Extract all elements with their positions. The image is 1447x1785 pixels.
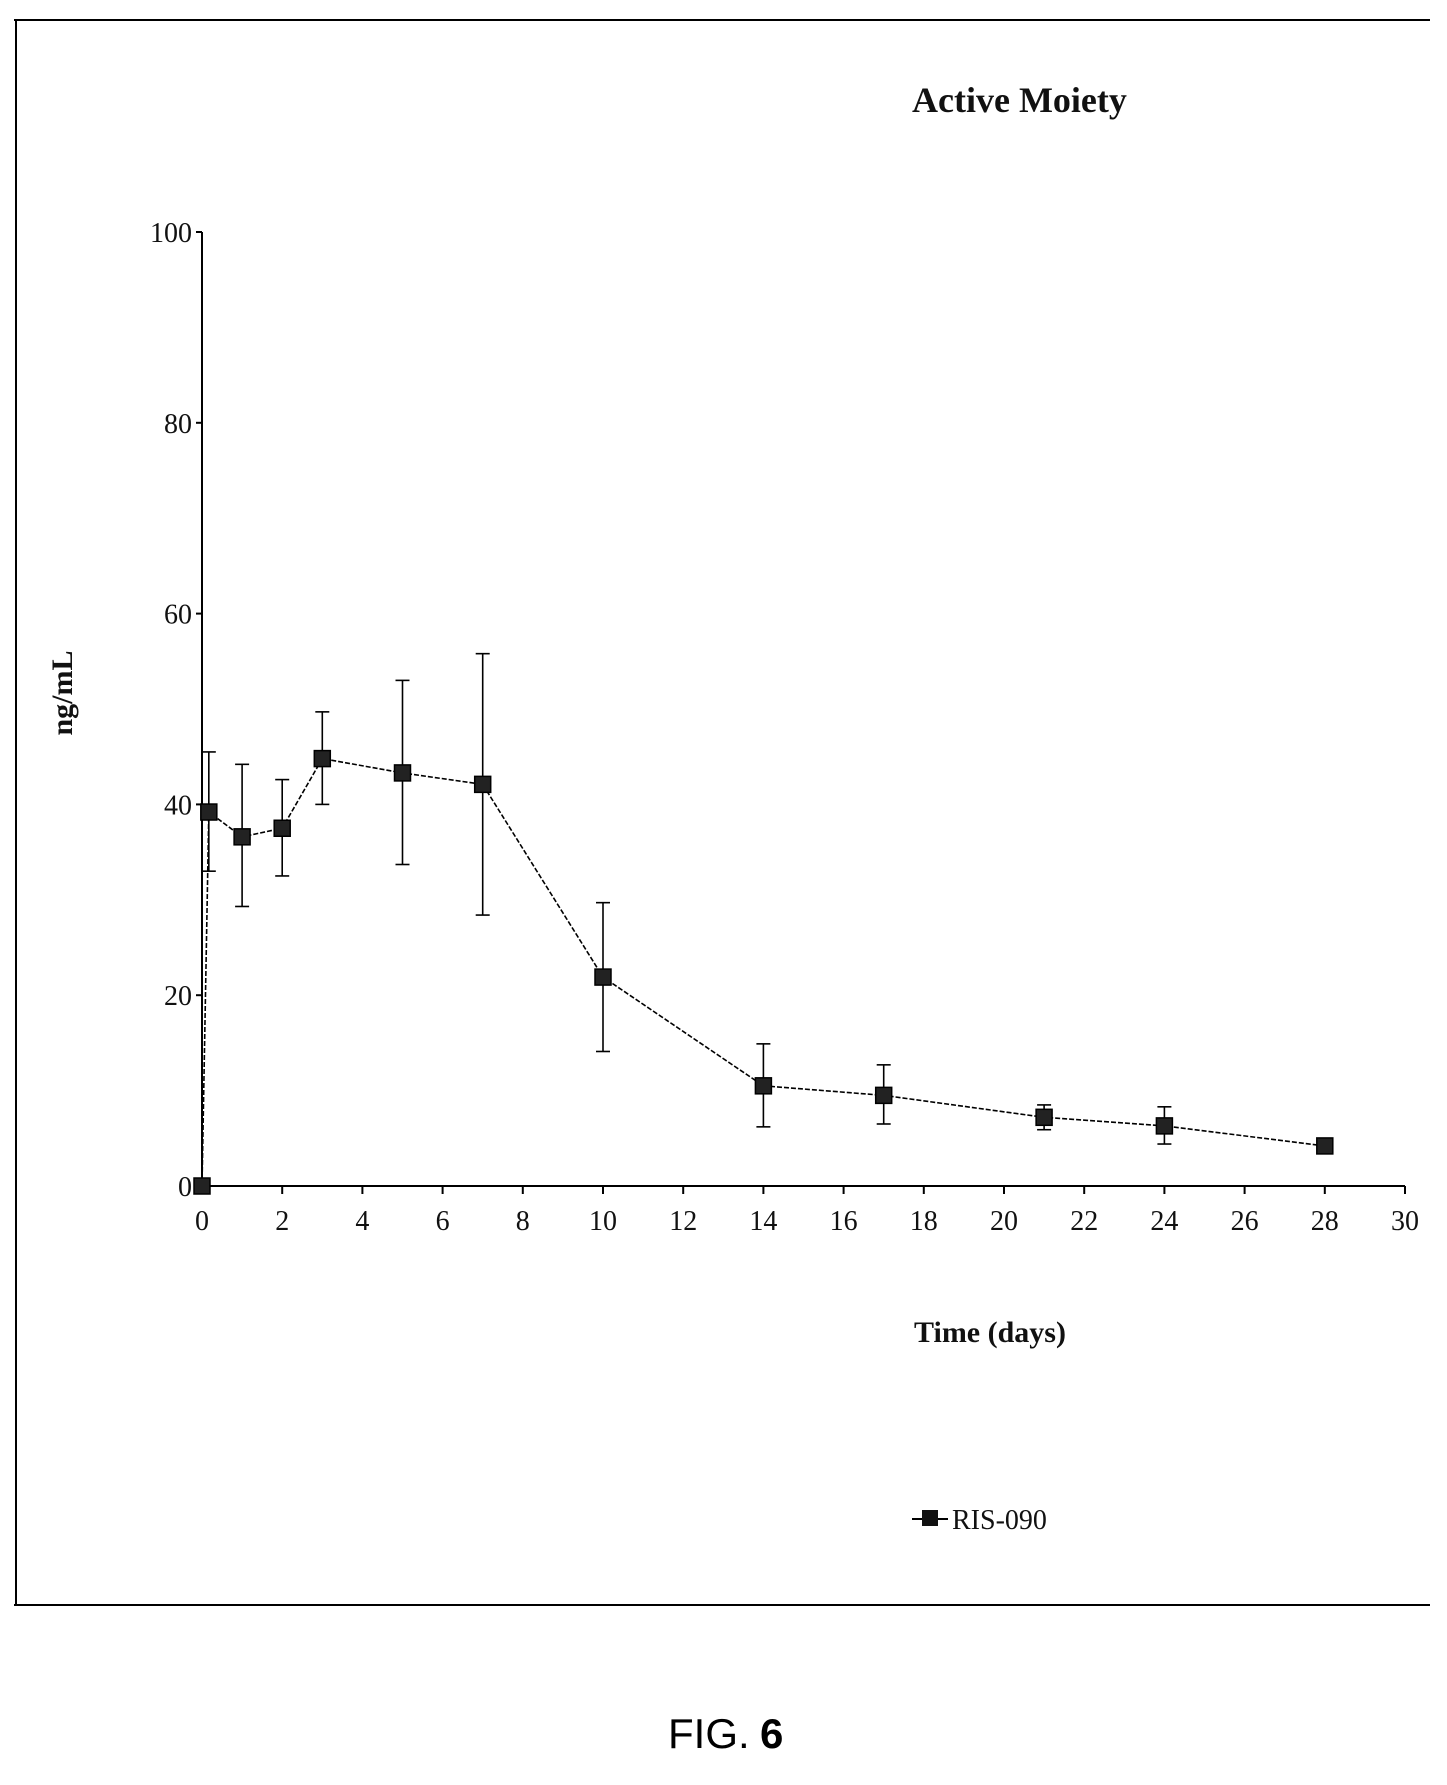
x-tick-label: 18 (910, 1206, 938, 1237)
y-tick-label: 40 (164, 790, 192, 821)
x-tick-label: 16 (830, 1206, 858, 1237)
x-tick-label: 8 (516, 1206, 530, 1237)
x-tick-label: 28 (1311, 1206, 1339, 1237)
x-tick-label: 10 (589, 1206, 617, 1237)
data-point-marker (313, 749, 332, 768)
x-tick-label: 6 (436, 1206, 450, 1237)
y-tick-label: 80 (164, 409, 192, 440)
x-axis-title: Time (days) (914, 1316, 1066, 1349)
x-tick-label: 24 (1150, 1206, 1178, 1237)
x-tick-label: 4 (355, 1206, 369, 1237)
legend: RIS-090 (912, 1505, 1047, 1536)
x-tick-label: 20 (990, 1206, 1018, 1237)
data-point-marker (473, 775, 492, 794)
x-tick-label: 12 (669, 1206, 697, 1237)
data-point-marker (393, 764, 412, 782)
data-point-marker (874, 1086, 893, 1105)
chart-title: Active Moiety (912, 80, 1127, 120)
data-point-marker (193, 1177, 211, 1195)
x-tick-label: 30 (1391, 1206, 1419, 1237)
data-point-marker (233, 828, 251, 846)
data-point-marker (200, 803, 218, 821)
data-point-marker (594, 968, 612, 986)
y-tick-label: 100 (150, 218, 192, 249)
data-point-marker (1155, 1117, 1174, 1135)
data-point-marker (754, 1077, 773, 1095)
figure-caption-number: 6 (760, 1710, 783, 1757)
legend-label-ris-090: RIS-090 (952, 1505, 1047, 1536)
plot-area (193, 652, 1334, 1195)
x-tick-label: 22 (1070, 1206, 1098, 1237)
data-point-marker (273, 819, 291, 837)
x-tick-label: 14 (749, 1206, 777, 1237)
data-point-marker (1035, 1108, 1053, 1127)
y-axis-title: ng/mL (46, 650, 79, 735)
y-tick-label: 60 (164, 600, 192, 631)
x-tick-label: 2 (275, 1206, 289, 1237)
figure-caption-prefix: FIG. (668, 1710, 750, 1757)
y-tick-label: 0 (178, 1172, 192, 1203)
x-tick-label: 0 (195, 1206, 209, 1237)
x-tick-label: 26 (1231, 1206, 1259, 1237)
y-tick-label: 20 (164, 981, 192, 1012)
data-point-marker (1316, 1137, 1334, 1155)
legend-marker (922, 1510, 938, 1526)
